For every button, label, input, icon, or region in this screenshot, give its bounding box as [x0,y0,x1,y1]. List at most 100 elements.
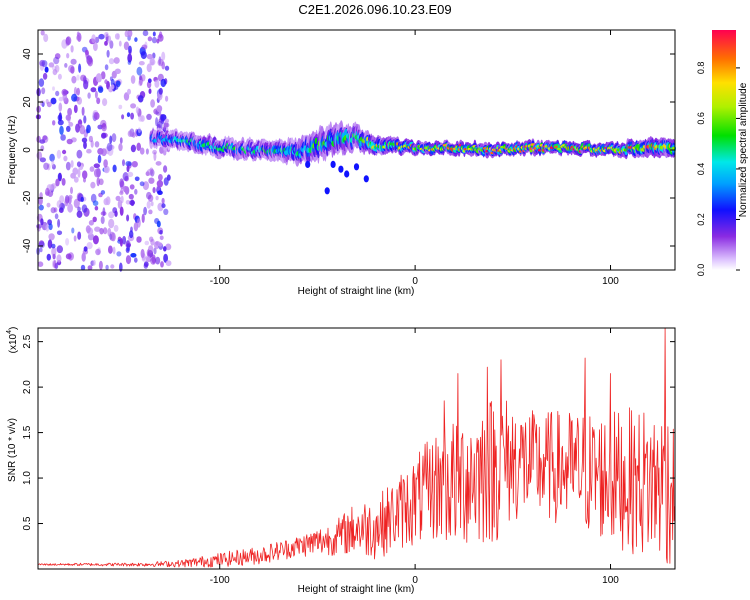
y-tick-label: 2.0 [22,380,33,394]
x-tick-label: -100 [210,575,230,586]
noise-blob [134,176,140,182]
noise-blob [66,53,70,59]
noise-blob [98,33,105,40]
noise-blob [56,200,62,209]
noise-blob [137,127,141,133]
noise-blob [90,87,97,93]
noise-blob [104,40,108,46]
tail-blob [324,187,330,195]
noise-blob [73,104,78,114]
noise-blob [78,63,82,73]
noise-blob [61,88,68,96]
noise-blob [127,171,134,178]
noise-blob [53,260,57,269]
noise-blob [130,144,136,153]
noise-blob [56,230,63,236]
noise-blob [38,241,45,249]
noise-blob [148,209,153,215]
noise-blob [109,231,115,241]
noise-blob [120,188,124,194]
noise-blob [139,181,145,187]
tail-blob [305,160,311,168]
noise-blob [48,62,55,68]
noise-blob [125,161,132,167]
heatmap-signal-band [149,120,676,195]
noise-blob [40,30,45,36]
noise-blob [164,65,170,71]
noise-blob [52,253,56,260]
noise-blob [62,149,67,155]
noise-blob [86,124,91,134]
noise-blob [134,257,138,263]
x-tick-label: 100 [602,276,619,287]
noise-blob [80,196,85,202]
noise-blob [117,199,123,209]
noise-blob [71,93,78,102]
noise-blob [119,178,124,188]
tail-blob [330,160,336,168]
noise-blob [76,149,83,159]
noise-blob [94,226,101,232]
noise-blob [100,216,105,225]
noise-blob [65,161,71,171]
noise-blob [87,57,94,67]
noise-blob [36,87,41,97]
noise-blob [93,168,101,178]
noise-blob [57,218,61,228]
noise-blob [103,159,108,168]
noise-blob [143,263,148,269]
y-tick-label: 2.5 [22,334,33,348]
noise-blob [88,135,93,143]
noise-blob [107,35,112,44]
noise-blob [119,238,123,247]
noise-blob [90,181,96,189]
noise-blob [122,159,125,167]
noise-blob [104,64,109,71]
noise-blob [149,236,154,242]
noise-blob [46,202,51,208]
noise-blob [57,73,62,80]
noise-blob [100,119,107,128]
noise-blob [148,177,155,184]
noise-blob [146,113,152,120]
noise-blob [147,78,152,83]
noise-blob [165,243,172,251]
noise-blob [56,149,62,159]
noise-blob [64,63,68,68]
spectrogram-ylabel: Frequency (Hz) [7,116,18,185]
noise-blob [71,75,77,84]
noise-blob [152,52,156,59]
noise-blob [98,178,104,186]
noise-blob [108,58,115,65]
noise-blob [53,56,60,65]
snr-panel: -100 0 100 0.5 1.0 1.5 2.0 2.5 (x104) Height o… [6,327,676,595]
noise-blob [72,167,79,175]
noise-blob [59,195,65,204]
noise-blob [161,197,165,204]
noise-blob [76,74,80,81]
noise-blob [157,190,163,195]
noise-blob [57,114,63,122]
noise-blob [112,207,118,214]
noise-blob [83,141,87,150]
noise-blob [42,72,48,80]
snr-ylabel: SNR (10 * v/v) [7,418,18,482]
noise-blob [108,144,115,150]
noise-blob [37,261,44,268]
noise-blob [137,95,144,103]
noise-blob [77,231,82,240]
noise-blob [102,227,108,235]
noise-blob [115,195,121,201]
noise-blob [122,172,129,181]
noise-blob [128,193,134,200]
snr-multiplier-close: ) [8,327,19,330]
noise-blob [161,203,166,209]
noise-blob [159,235,164,241]
noise-blob [138,115,144,122]
noise-blob [145,148,149,155]
noise-blob [91,34,96,44]
colorbar-gradient [712,30,736,270]
noise-blob [86,242,93,250]
noise-blob [103,165,110,174]
noise-blob [89,166,95,172]
